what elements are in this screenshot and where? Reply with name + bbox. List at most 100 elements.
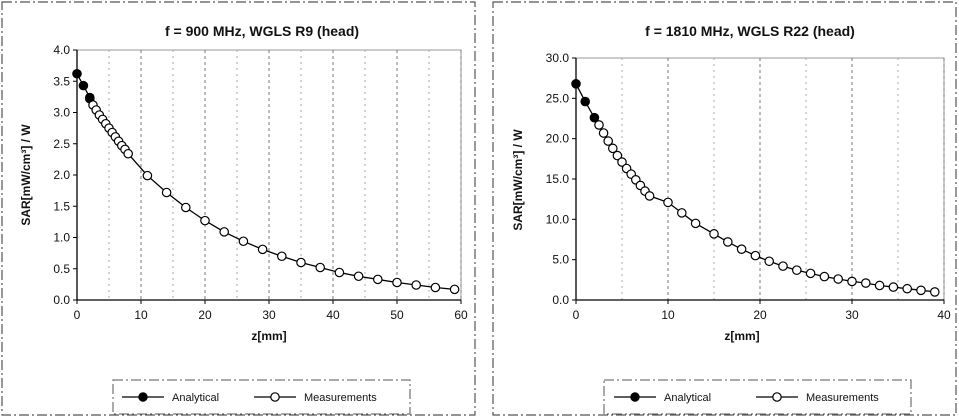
chart-right-legend-analytical: Analytical [614, 392, 711, 404]
legend-label-analytical: Analytical [172, 392, 219, 404]
measurement-point [663, 197, 673, 208]
measurement-point [334, 267, 345, 278]
y-tick-label: 10.0 [546, 212, 570, 226]
analytical-point [580, 96, 590, 107]
measurement-point [276, 251, 287, 262]
x-tick-label: 20 [753, 308, 767, 322]
chart-left-y-ticks: 0.0 0.5 1.0 1.5 2.0 2.5 3.0 3.5 4.0 [53, 43, 77, 307]
y-tick-label: 0.0 [53, 293, 70, 307]
measurement-point [449, 284, 460, 295]
y-tick-label: 30.0 [546, 51, 570, 65]
measurement-point [847, 276, 857, 287]
x-tick-label: 60 [454, 308, 468, 322]
legend-filled-circle-marker [630, 392, 640, 402]
measurement-point [612, 150, 623, 161]
measurement-point [888, 282, 899, 292]
y-tick-label: 2.0 [53, 168, 70, 182]
measurement-point [181, 202, 191, 213]
measurement-point [902, 283, 912, 294]
chart-left-legend-analytical: Analytical [122, 392, 219, 404]
measurement-point [791, 265, 802, 275]
measurement-point [315, 262, 325, 273]
chart-right-markers [571, 79, 940, 297]
y-tick-label: 3.5 [53, 74, 70, 88]
measurement-point [764, 256, 774, 267]
chart-right: f = 1810 MHz, WGLS R22 (head) 0.0 5.0 10.0… [492, 1, 957, 416]
measurement-point [219, 227, 229, 237]
measurement-point [874, 280, 885, 291]
measurement-point [372, 274, 383, 285]
measurement-point [736, 244, 747, 254]
y-tick-label: 5.0 [552, 253, 569, 267]
chart-left: f = 900 MHz, WGLS R9 (head) 0.0 0.5 1.0 1.5… [1, 1, 476, 416]
x-tick-label: 40 [937, 308, 951, 322]
measurement-point [430, 282, 441, 293]
measurement-point [676, 208, 687, 218]
measurement-point [353, 271, 364, 282]
legend-open-circle-marker [772, 392, 782, 402]
measurement-point [598, 128, 609, 138]
measurement-point [200, 215, 210, 226]
measurement-point [929, 287, 940, 297]
x-tick-label: 20 [198, 308, 212, 322]
measurement-point [819, 271, 830, 282]
legend-label-measurements: Measurements [304, 392, 377, 404]
chart-right-plot: 0.0 5.0 10.0 15.0 20.0 25.0 30.0 0 10 20 30 40 [546, 51, 951, 322]
y-tick-label: 0.5 [53, 262, 70, 276]
chart-left-markers [72, 68, 460, 295]
measurement-point [860, 278, 871, 288]
measurement-point [123, 148, 133, 159]
legend-open-circle-marker [270, 392, 280, 402]
x-tick-label: 40 [326, 308, 340, 322]
legend-filled-circle-marker [138, 392, 148, 402]
chart-left-ylabel: SAR[mW/cm³] / W [19, 124, 33, 226]
analytical-point [85, 92, 95, 103]
chart-right-x-ticks: 0 10 20 30 40 [573, 300, 951, 322]
x-tick-label: 0 [74, 308, 81, 322]
chart-right-legend: Analytical Measurements [603, 379, 912, 415]
x-tick-label: 0 [573, 308, 580, 322]
y-tick-label: 25.0 [546, 91, 570, 105]
chart-right-y-ticks: 0.0 5.0 10.0 15.0 20.0 25.0 30.0 [546, 51, 576, 307]
x-tick-label: 30 [262, 308, 276, 322]
y-tick-label: 15.0 [546, 172, 570, 186]
analytical-point [78, 80, 89, 91]
analytical-point [72, 68, 82, 79]
measurement-point [411, 280, 421, 290]
chart-right-ylabel: SAR[mW/cm³] / W [511, 129, 525, 231]
y-tick-label: 3.0 [53, 106, 70, 120]
analytical-point [589, 112, 600, 123]
measurement-point [617, 157, 627, 167]
legend-label-measurements: Measurements [806, 392, 879, 404]
measurement-point [607, 143, 618, 154]
y-tick-label: 1.0 [53, 231, 70, 245]
measurement-point [257, 244, 268, 255]
chart-left-title: f = 900 MHz, WGLS R9 (head) [165, 23, 359, 39]
measurement-point [644, 191, 655, 201]
measurement-point [778, 261, 788, 271]
x-tick-label: 10 [134, 308, 148, 322]
chart-right-title: f = 1810 MHz, WGLS R22 (head) [645, 23, 855, 39]
chart-right-xlabel: z[mm] [724, 329, 759, 343]
chart-right-gridlines [621, 58, 945, 300]
measurement-point [603, 136, 613, 146]
chart-left-plot: 0.0 0.5 1.0 1.5 2.0 2.5 3.0 3.5 4.0 0 10 20 30 40 50 6… [53, 43, 468, 322]
measurement-point [594, 120, 604, 130]
chart-right-border [492, 1, 957, 416]
y-tick-label: 20.0 [546, 132, 570, 146]
chart-left-xlabel: z[mm] [251, 329, 286, 343]
chart-left-legend: Analytical Measurements [112, 379, 411, 415]
y-tick-label: 4.0 [53, 43, 70, 57]
measurement-point [161, 187, 172, 198]
y-tick-label: 0.0 [552, 293, 569, 307]
y-tick-label: 2.5 [53, 137, 70, 151]
chart-left-border [1, 1, 476, 416]
x-tick-label: 10 [661, 308, 675, 322]
chart-left-legend-measurements: Measurements [254, 392, 377, 404]
chart-right-legend-measurements: Measurements [756, 392, 879, 404]
x-tick-label: 50 [390, 308, 404, 322]
measurement-point [238, 236, 249, 247]
x-tick-label: 30 [845, 308, 859, 322]
measurement-point [833, 274, 843, 284]
